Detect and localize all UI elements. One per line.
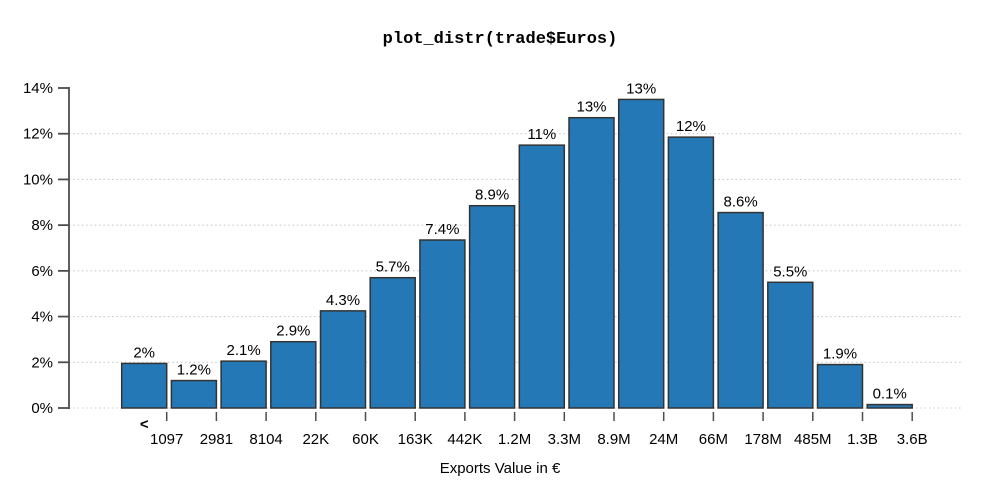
bar-value-label: 13%: [626, 80, 656, 97]
bar-value-label: 1.2%: [177, 362, 211, 379]
bar-value-label: 11%: [527, 126, 556, 143]
first-bin-marker: <: [140, 416, 149, 433]
histogram-bar: [419, 239, 466, 409]
y-tick-label: 0%: [31, 400, 53, 417]
bar-value-label: 2.1%: [226, 342, 260, 359]
histogram-bar: [816, 363, 864, 409]
bar-value-label: 2.9%: [276, 323, 310, 340]
x-axis-title: Exports Value in €: [440, 460, 561, 477]
x-tick-label: 24M: [649, 431, 678, 448]
x-tick-label: 2981: [200, 431, 233, 448]
histogram-bar: [319, 310, 367, 409]
bar-value-label: 4.3%: [326, 292, 360, 309]
x-tick-label: 8.9M: [597, 431, 630, 448]
bar-value-label: 2%: [133, 344, 155, 361]
bar-value-label: 13%: [576, 99, 606, 116]
histogram-bar: [717, 211, 764, 409]
bar-value-label: 8.6%: [723, 194, 757, 211]
x-tick-label: 3.6B: [897, 431, 928, 448]
x-tick-label: 1097: [150, 431, 183, 448]
histogram-bar: [617, 98, 665, 409]
histogram-bar: [767, 281, 814, 409]
x-tick-label: 60K: [352, 431, 379, 448]
bar-value-label: 5.5%: [773, 263, 807, 280]
x-tick-label: 178M: [744, 431, 782, 448]
x-tick-label: 22K: [302, 431, 329, 448]
x-tick-label: 485M: [794, 431, 832, 448]
x-tick-label: 163K: [398, 431, 433, 448]
bar-value-label: 0.1%: [873, 386, 907, 403]
histogram-bar: [120, 362, 168, 409]
histogram-bar: [220, 360, 267, 409]
histogram-bar: [667, 136, 715, 409]
histogram-bar: [468, 204, 516, 409]
bar-value-label: 5.7%: [376, 259, 410, 276]
histogram-bar: [369, 276, 416, 409]
histogram-bar: [270, 340, 317, 409]
x-tick-label: 442K: [447, 431, 482, 448]
y-tick-label: 10%: [23, 171, 53, 188]
x-tick-label: 1.3B: [847, 431, 878, 448]
bar-value-label: 7.4%: [425, 221, 459, 238]
histogram-bar: [866, 403, 913, 409]
y-tick-label: 12%: [23, 126, 53, 143]
bar-value-label: 12%: [676, 118, 706, 135]
x-tick-label: 1.2M: [498, 431, 531, 448]
y-tick-label: 2%: [31, 354, 53, 371]
y-tick-label: 4%: [31, 309, 53, 326]
histogram-bar: [568, 116, 615, 409]
y-tick-label: 14%: [23, 80, 53, 97]
y-tick-label: 6%: [31, 263, 53, 280]
x-tick-label: 66M: [699, 431, 728, 448]
histogram-bar: [518, 144, 566, 409]
histogram-bar: [170, 379, 218, 409]
x-tick-label: 8104: [249, 431, 282, 448]
plot-area: 0% 2% 4% 6% 8% 10% 12% 14% 2% 1.2% 2.1% 2.9% 4.3% 5.7…: [23, 80, 963, 448]
chart-title: plot_distr(trade$Euros): [383, 30, 618, 49]
y-tick-label: 8%: [31, 217, 53, 234]
x-tick-label: 3.3M: [548, 431, 581, 448]
bar-value-label: 1.9%: [823, 346, 857, 363]
bar-value-label: 8.9%: [475, 187, 509, 204]
